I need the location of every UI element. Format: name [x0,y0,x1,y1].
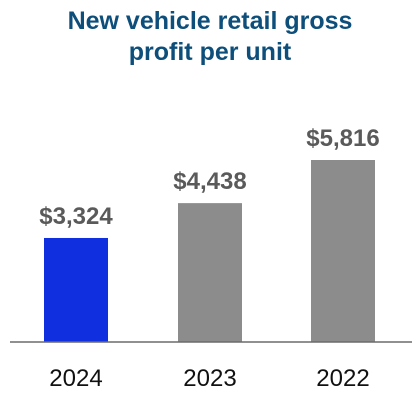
x-tick-label-2022: 2022 [316,365,369,392]
value-label-2022: $5,816 [306,125,379,152]
x-tick-label-2023: 2023 [183,365,236,392]
chart-title-line-2: profit per unit [128,38,292,66]
value-label-2024: $3,324 [39,203,113,230]
chart-title-line-1: New vehicle retail gross [67,7,353,35]
bar-2023 [178,203,242,342]
bar-2024 [44,237,108,342]
x-tick-label-2024: 2024 [49,365,102,392]
value-label-2023: $4,438 [173,168,246,195]
chart-title: New vehicle retail gross profit per unit [0,6,420,68]
bar-2022 [311,160,375,342]
